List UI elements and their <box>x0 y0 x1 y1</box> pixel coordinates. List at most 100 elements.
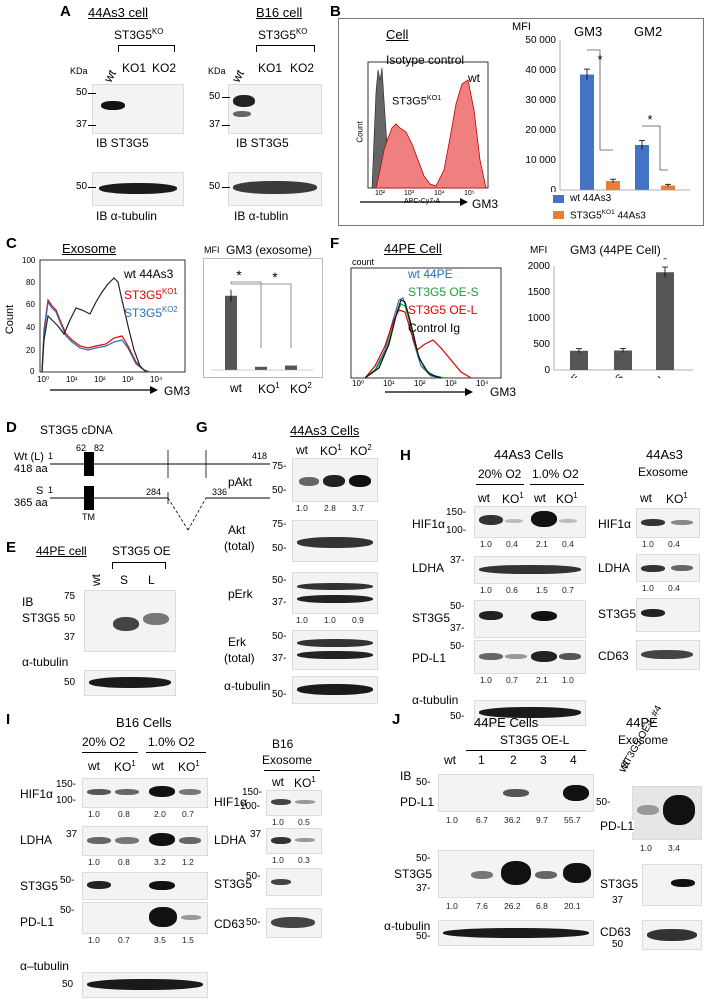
blot-label: Akt <box>228 523 246 537</box>
blot-label: CD63 <box>214 917 245 931</box>
y-tick-label: 40 000 <box>525 65 556 76</box>
legend-swatch-ko <box>553 211 564 219</box>
lane-wt: wt <box>272 775 284 789</box>
panel-f-title: 44PE Cell <box>384 241 442 256</box>
legend-wt-44pe: wt 44PE <box>408 267 453 281</box>
condition-normoxia: 20% O2 <box>82 735 126 749</box>
band <box>113 617 139 631</box>
panel-label-i: I <box>6 711 11 728</box>
band <box>531 611 557 621</box>
panel-j-title: 44PE Cells <box>474 715 539 730</box>
pos-336: 336 <box>212 487 228 497</box>
quant-value: 0.4 <box>668 583 680 593</box>
oe-header: ST3G5 OE <box>112 544 171 558</box>
band <box>87 837 111 844</box>
lane-label: wt <box>444 753 456 767</box>
category-label: GM2 <box>634 24 663 39</box>
blot-label: (total) <box>224 539 255 553</box>
x-tick: 10⁰ <box>352 379 365 388</box>
axis-gm3-label: GM3 <box>472 197 499 211</box>
band <box>271 917 315 928</box>
panel-i-title: B16 Cells <box>116 715 172 730</box>
quant-value: 2.1 <box>536 675 548 685</box>
panel-label-f: F <box>330 235 340 252</box>
blot-label: pErk <box>228 587 253 601</box>
legend-ko1: ST3G5KO1 <box>124 287 178 302</box>
quant-value: 1.0 <box>642 539 654 549</box>
lane-ko2: KO2 <box>350 443 372 458</box>
western-blot-hif1a <box>474 506 586 538</box>
blot-label: pAkt <box>228 475 253 489</box>
blot-label: LDHA <box>20 833 53 847</box>
band <box>297 639 373 647</box>
lane-wt: wt <box>100 67 120 85</box>
oe-header: ST3G5 OE-L <box>500 733 570 747</box>
lane-ko1: KO1 <box>556 491 578 506</box>
blot-label: α-tubulin <box>384 919 431 933</box>
blot-label: HIF1α <box>214 795 247 809</box>
category-label: wt <box>230 381 242 395</box>
chart-ylabel: MFI <box>512 21 531 33</box>
x-tick: 10³ <box>122 375 134 384</box>
bar <box>255 366 267 370</box>
lane-bracket <box>112 562 166 569</box>
band <box>505 654 527 659</box>
x-tick: 10³ <box>404 190 415 197</box>
quant-value: 1.0 <box>480 675 492 685</box>
lane-s: S <box>120 573 129 587</box>
quant-value: 0.7 <box>182 809 194 819</box>
band <box>233 95 255 107</box>
legend-ko2: ST3G5KO2 <box>124 305 178 320</box>
exosome-title: Exosome <box>618 733 669 747</box>
x-tick: 10³ <box>445 379 457 388</box>
y-tick: 40 <box>26 323 35 332</box>
lane-divider <box>264 770 320 771</box>
western-blot-hif1a-exosome <box>636 508 700 538</box>
band <box>181 915 201 920</box>
x-tick: 10⁴ <box>150 375 163 384</box>
band <box>559 519 577 523</box>
mw-marker: 50- <box>596 797 611 808</box>
exosome-title: 44PE <box>626 715 658 730</box>
band <box>149 881 175 890</box>
band <box>641 519 665 526</box>
quant-value: 2.1 <box>536 539 548 549</box>
exosome-bar-frame <box>203 258 323 378</box>
western-blot-hif1a-exosome <box>266 790 322 816</box>
significance-star: * <box>662 258 667 267</box>
bar-chart-gm3-gm2: 0 10 000 20 000 30 000 40 000 50 000 * * <box>525 35 690 192</box>
lane-wt: wt <box>478 491 490 505</box>
blot-label-ib: IB <box>400 769 412 783</box>
x-tick: 10¹ <box>66 375 78 384</box>
mw-marker: 37 <box>76 119 88 130</box>
s-length: 365 aa <box>14 497 48 509</box>
panel-label-g: G <box>196 419 208 436</box>
quant-value: 1.0 <box>296 615 308 625</box>
blot-label: Erk <box>228 635 246 649</box>
band <box>149 907 177 927</box>
band <box>297 595 373 603</box>
band <box>641 650 693 659</box>
mw-marker: 37 <box>250 829 262 840</box>
western-blot-st3g5 <box>84 590 176 652</box>
pos-1: 1 <box>48 451 54 461</box>
western-blot-tubulin <box>292 676 378 704</box>
condition-hypoxia: 1.0% O2 <box>532 467 579 481</box>
band <box>89 677 171 688</box>
y-axis-label: Count <box>4 304 17 335</box>
significance-bracket <box>642 125 668 171</box>
x-tick: 10⁰ <box>37 375 50 384</box>
quant-value: 0.7 <box>506 675 518 685</box>
y-tick-label: 1500 <box>528 287 551 298</box>
quant-value: 1.0 <box>640 843 652 853</box>
bar <box>606 181 620 190</box>
lane-divider <box>530 484 584 485</box>
bar-chart-exosome: * * <box>211 267 313 371</box>
panel-c-title: Exosome <box>62 241 117 256</box>
quant-value: 0.4 <box>562 539 574 549</box>
blot-label: CD63 <box>600 925 631 939</box>
band <box>115 837 139 844</box>
lane-bracket <box>118 45 175 52</box>
blot-label: PD-L1 <box>412 651 447 665</box>
